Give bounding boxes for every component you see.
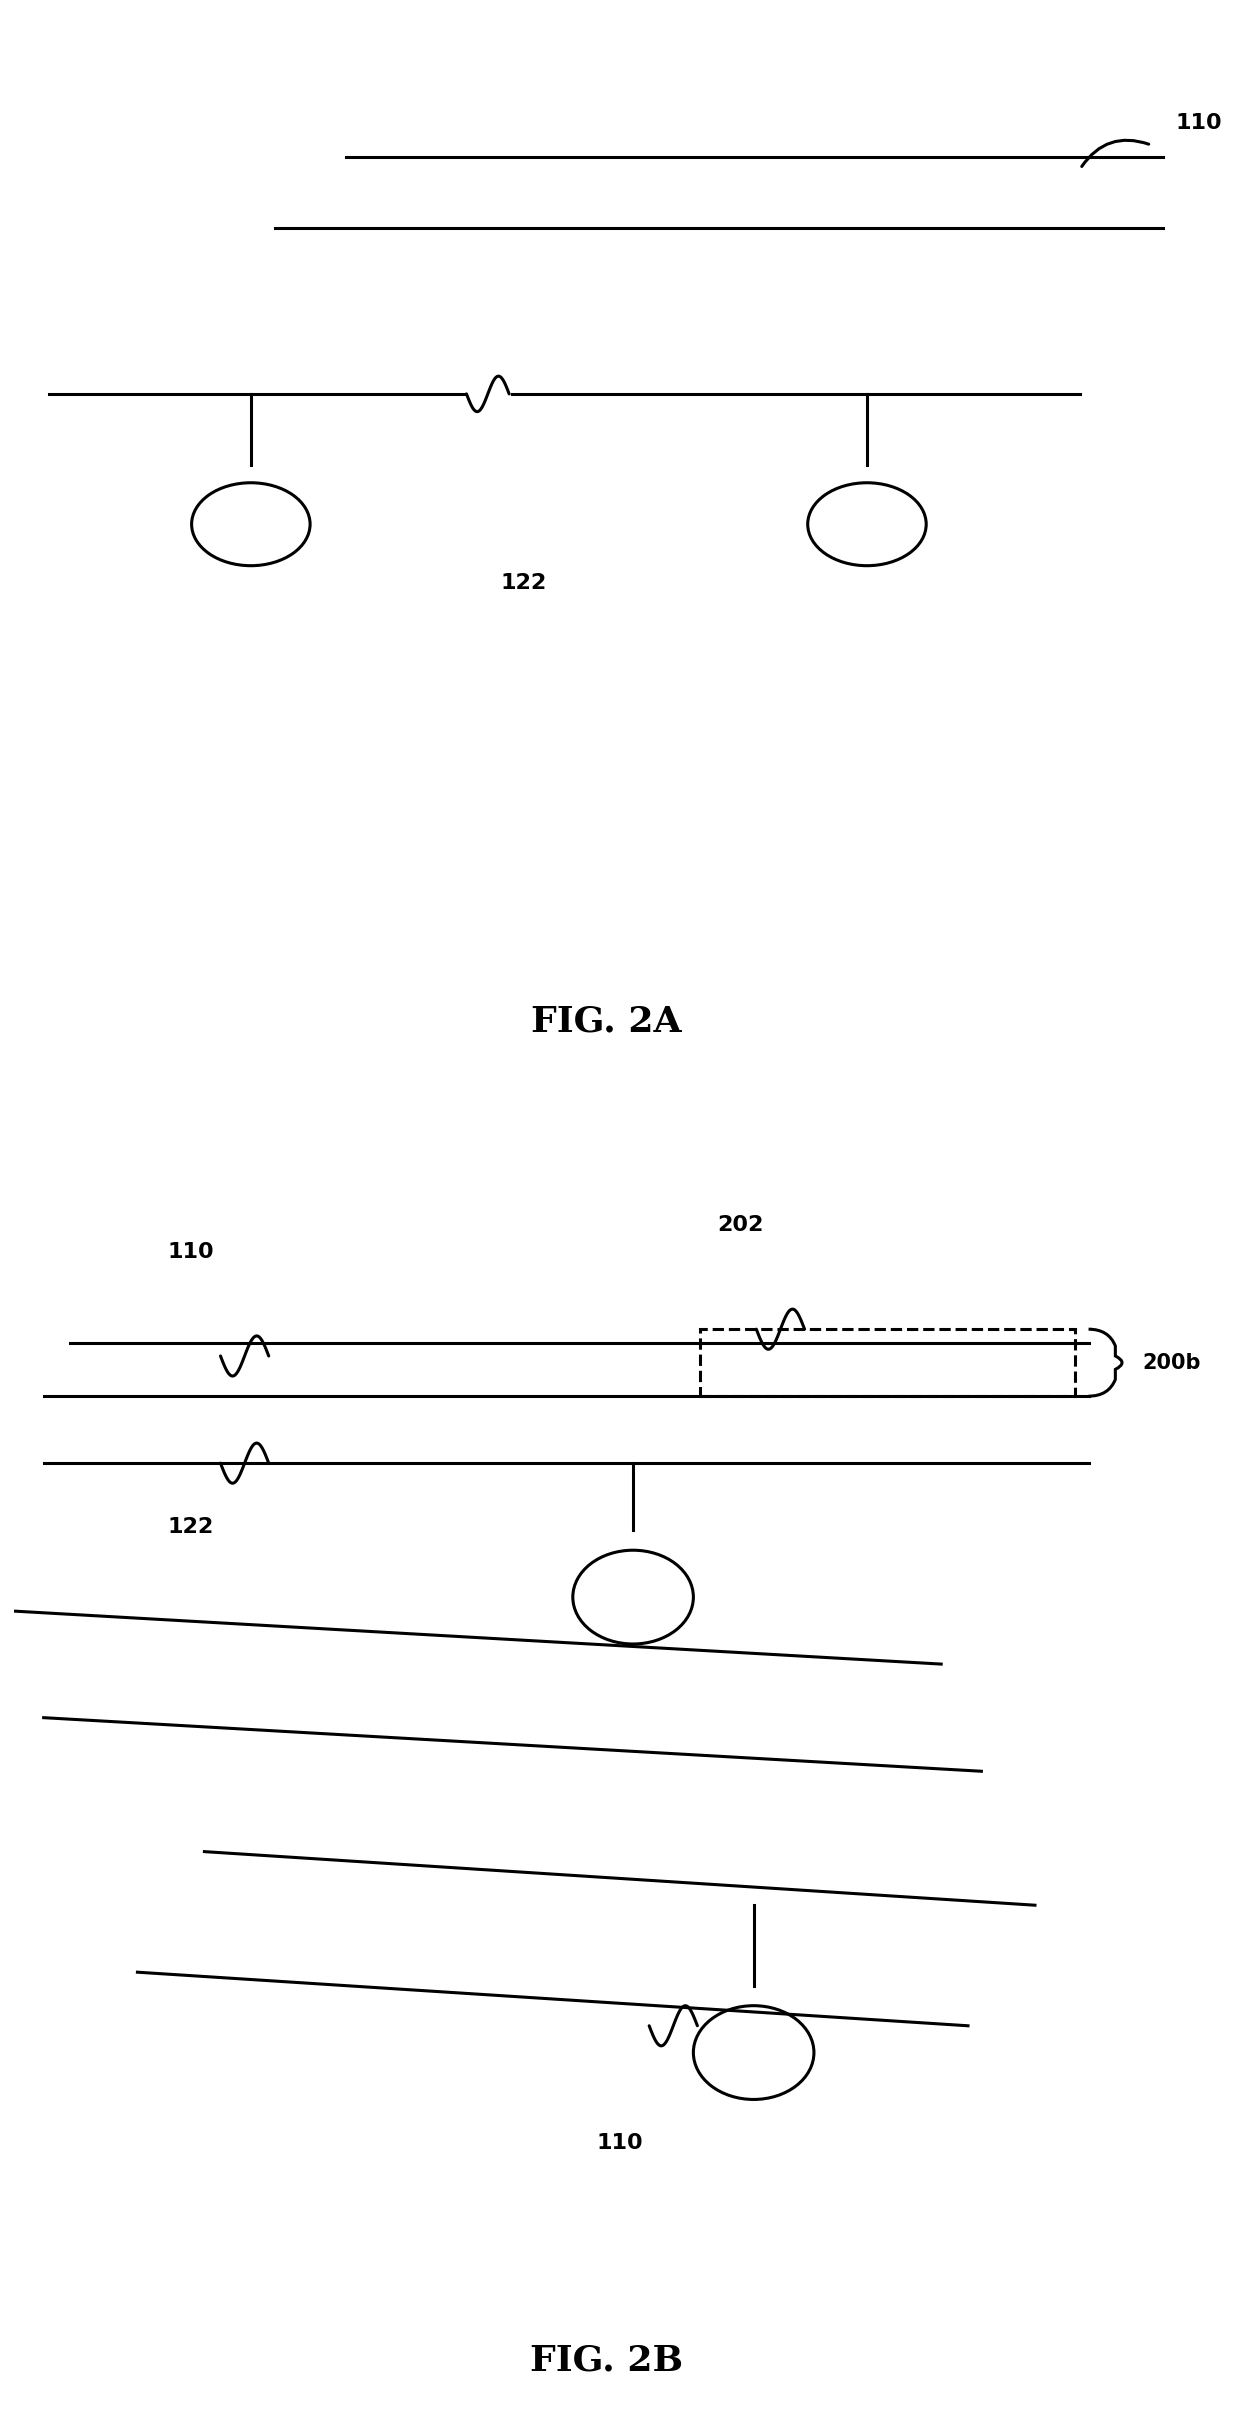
Text: 122: 122 <box>167 1518 215 1537</box>
Text: FIG. 2B: FIG. 2B <box>529 2344 683 2378</box>
Text: 110: 110 <box>596 2133 644 2152</box>
Text: 200b: 200b <box>1142 1352 1200 1372</box>
Text: FIG. 2A: FIG. 2A <box>531 1004 682 1038</box>
Text: 110: 110 <box>167 1243 215 1262</box>
Text: 202: 202 <box>717 1216 764 1235</box>
Text: 110: 110 <box>1176 114 1221 134</box>
Text: 122: 122 <box>500 574 547 593</box>
